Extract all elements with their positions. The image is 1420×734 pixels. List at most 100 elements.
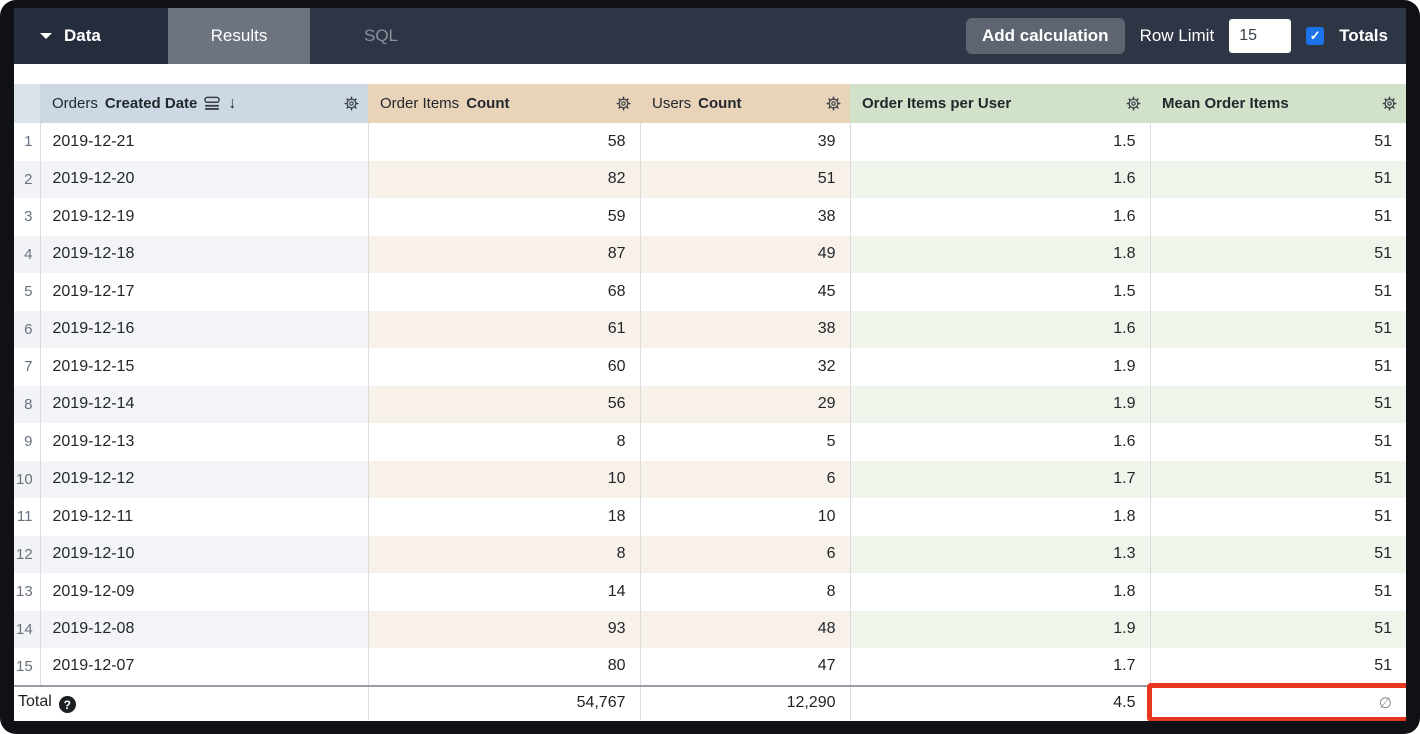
cell-order_items_count[interactable]: 82 bbox=[368, 160, 641, 198]
cell-date[interactable]: 2019-12-20 bbox=[40, 160, 369, 198]
sort-rows-icon[interactable] bbox=[204, 96, 221, 111]
cell-order_items_per_user[interactable]: 1.6 bbox=[850, 423, 1151, 461]
cell-order_items_per_user[interactable]: 1.3 bbox=[850, 535, 1151, 573]
cell-users_count[interactable]: 51 bbox=[640, 160, 851, 198]
cell-users_count[interactable]: 38 bbox=[640, 198, 851, 236]
cell-order_items_count[interactable]: 18 bbox=[368, 498, 641, 536]
cell-users_count[interactable]: 29 bbox=[640, 385, 851, 423]
cell-mean_order_items[interactable]: 51 bbox=[1150, 310, 1406, 348]
cell-users_count[interactable]: 48 bbox=[640, 610, 851, 648]
cell-users_count[interactable]: 10 bbox=[640, 498, 851, 536]
table-row: 13 2019-12-09 14 8 1.8 51 bbox=[14, 573, 1406, 611]
cell-users_count[interactable]: 6 bbox=[640, 460, 851, 498]
cell-date[interactable]: 2019-12-07 bbox=[40, 648, 369, 686]
cell-mean_order_items[interactable]: 51 bbox=[1150, 610, 1406, 648]
cell-order_items_count[interactable]: 60 bbox=[368, 348, 641, 386]
cell-order_items_per_user[interactable]: 1.5 bbox=[850, 273, 1151, 311]
cell-mean_order_items[interactable]: 51 bbox=[1150, 573, 1406, 611]
cell-order_items_count[interactable]: 8 bbox=[368, 423, 641, 461]
cell-order_items_count[interactable]: 10 bbox=[368, 460, 641, 498]
cell-order_items_count[interactable]: 80 bbox=[368, 648, 641, 686]
gear-icon[interactable] bbox=[1125, 95, 1142, 112]
cell-date[interactable]: 2019-12-13 bbox=[40, 423, 369, 461]
cell-date[interactable]: 2019-12-11 bbox=[40, 498, 369, 536]
cell-date[interactable]: 2019-12-15 bbox=[40, 348, 369, 386]
totals-checkbox[interactable]: ✓ bbox=[1306, 27, 1325, 45]
cell-order_items_per_user[interactable]: 1.8 bbox=[850, 498, 1151, 536]
help-icon[interactable]: ? bbox=[58, 696, 76, 714]
tab-results[interactable]: Results bbox=[168, 8, 310, 64]
cell-users_count[interactable]: 47 bbox=[640, 648, 851, 686]
cell-mean_order_items[interactable]: 51 bbox=[1150, 235, 1406, 273]
cell-users_count[interactable]: 39 bbox=[640, 123, 851, 161]
cell-date[interactable]: 2019-12-19 bbox=[40, 198, 369, 236]
cell-order_items_per_user[interactable]: 1.6 bbox=[850, 160, 1151, 198]
total-order_items_per_user[interactable]: 4.5 bbox=[850, 684, 1151, 720]
cell-users_count[interactable]: 45 bbox=[640, 273, 851, 311]
gear-icon[interactable] bbox=[1381, 95, 1398, 112]
cell-order_items_count[interactable]: 87 bbox=[368, 235, 641, 273]
cell-order_items_count[interactable]: 61 bbox=[368, 310, 641, 348]
column-field-label: Order Items per User bbox=[862, 95, 1012, 112]
cell-mean_order_items[interactable]: 51 bbox=[1150, 648, 1406, 686]
cell-users_count[interactable]: 32 bbox=[640, 348, 851, 386]
add-calculation-button[interactable]: Add calculation bbox=[965, 18, 1125, 54]
cell-mean_order_items[interactable]: 51 bbox=[1150, 385, 1406, 423]
cell-mean_order_items[interactable]: 51 bbox=[1150, 460, 1406, 498]
cell-users_count[interactable]: 6 bbox=[640, 535, 851, 573]
total-users_count[interactable]: 12,290 bbox=[640, 684, 851, 720]
column-header-order_items_count[interactable]: Order Items Count bbox=[368, 84, 640, 123]
sort-desc-arrow-icon[interactable]: ↓ bbox=[228, 94, 237, 112]
cell-mean_order_items[interactable]: 51 bbox=[1150, 273, 1406, 311]
cell-users_count[interactable]: 38 bbox=[640, 310, 851, 348]
cell-date[interactable]: 2019-12-08 bbox=[40, 610, 369, 648]
cell-mean_order_items[interactable]: 51 bbox=[1150, 498, 1406, 536]
row-number: 2 bbox=[14, 160, 41, 198]
cell-order_items_count[interactable]: 68 bbox=[368, 273, 641, 311]
cell-mean_order_items[interactable]: 51 bbox=[1150, 423, 1406, 461]
cell-users_count[interactable]: 49 bbox=[640, 235, 851, 273]
cell-mean_order_items[interactable]: 51 bbox=[1150, 198, 1406, 236]
cell-date[interactable]: 2019-12-09 bbox=[40, 573, 369, 611]
cell-users_count[interactable]: 5 bbox=[640, 423, 851, 461]
cell-mean_order_items[interactable]: 51 bbox=[1150, 348, 1406, 386]
column-header-users_count[interactable]: Users Count bbox=[640, 84, 850, 123]
cell-order_items_per_user[interactable]: 1.5 bbox=[850, 123, 1151, 161]
row-limit-input[interactable] bbox=[1229, 19, 1292, 53]
column-header-date[interactable]: Orders Created Date ↓ bbox=[40, 84, 368, 123]
cell-order_items_count[interactable]: 14 bbox=[368, 573, 641, 611]
gear-icon[interactable] bbox=[825, 95, 842, 112]
cell-order_items_per_user[interactable]: 1.8 bbox=[850, 573, 1151, 611]
cell-date[interactable]: 2019-12-12 bbox=[40, 460, 369, 498]
data-panel-toggle[interactable]: Data bbox=[14, 8, 168, 64]
cell-date[interactable]: 2019-12-21 bbox=[40, 123, 369, 161]
cell-order_items_per_user[interactable]: 1.9 bbox=[850, 348, 1151, 386]
tab-sql[interactable]: SQL bbox=[363, 26, 399, 45]
cell-date[interactable]: 2019-12-18 bbox=[40, 235, 369, 273]
cell-mean_order_items[interactable]: 51 bbox=[1150, 160, 1406, 198]
cell-order_items_per_user[interactable]: 1.8 bbox=[850, 235, 1151, 273]
cell-order_items_count[interactable]: 8 bbox=[368, 535, 641, 573]
column-header-order_items_per_user[interactable]: Order Items per User bbox=[850, 84, 1150, 123]
cell-order_items_count[interactable]: 59 bbox=[368, 198, 641, 236]
cell-mean_order_items[interactable]: 51 bbox=[1150, 123, 1406, 161]
cell-order_items_per_user[interactable]: 1.7 bbox=[850, 460, 1151, 498]
cell-order_items_per_user[interactable]: 1.9 bbox=[850, 610, 1151, 648]
cell-order_items_per_user[interactable]: 1.9 bbox=[850, 385, 1151, 423]
cell-order_items_per_user[interactable]: 1.7 bbox=[850, 648, 1151, 686]
cell-date[interactable]: 2019-12-17 bbox=[40, 273, 369, 311]
gear-icon[interactable] bbox=[615, 95, 632, 112]
cell-order_items_count[interactable]: 58 bbox=[368, 123, 641, 161]
cell-date[interactable]: 2019-12-10 bbox=[40, 535, 369, 573]
cell-order_items_count[interactable]: 56 bbox=[368, 385, 641, 423]
total-order_items_count[interactable]: 54,767 bbox=[368, 684, 641, 720]
cell-order_items_per_user[interactable]: 1.6 bbox=[850, 198, 1151, 236]
cell-users_count[interactable]: 8 bbox=[640, 573, 851, 611]
cell-mean_order_items[interactable]: 51 bbox=[1150, 535, 1406, 573]
cell-date[interactable]: 2019-12-14 bbox=[40, 385, 369, 423]
gear-icon[interactable] bbox=[343, 95, 360, 112]
cell-order_items_per_user[interactable]: 1.6 bbox=[850, 310, 1151, 348]
cell-order_items_count[interactable]: 93 bbox=[368, 610, 641, 648]
cell-date[interactable]: 2019-12-16 bbox=[40, 310, 369, 348]
column-header-mean_order_items[interactable]: Mean Order Items bbox=[1150, 84, 1406, 123]
